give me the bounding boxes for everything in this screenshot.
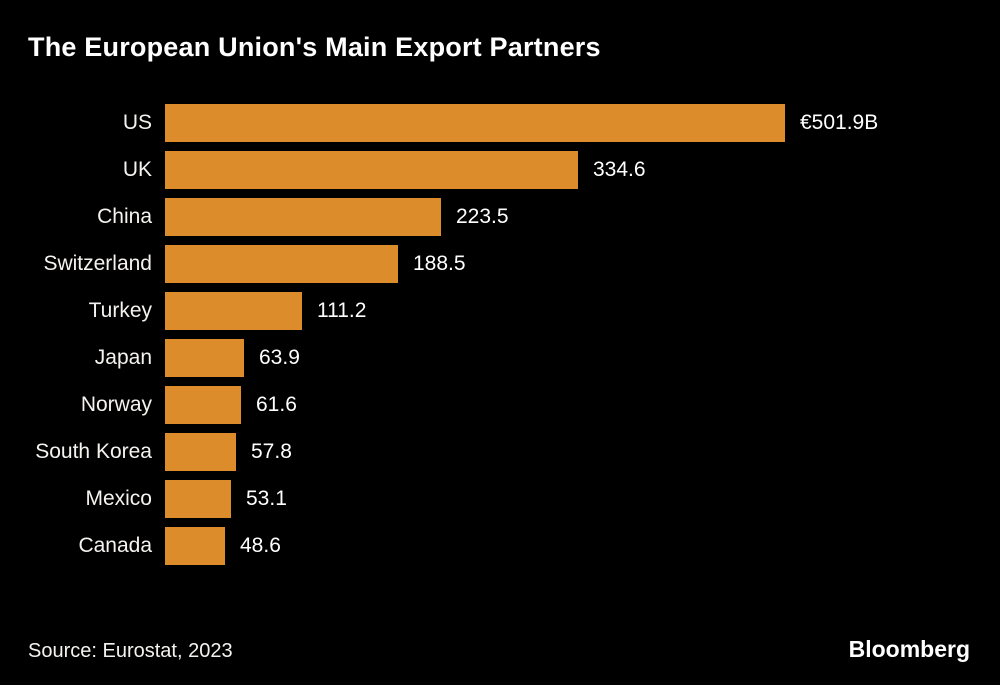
chart-row: US €501.9B — [0, 104, 1000, 142]
bar-japan — [165, 339, 244, 377]
bar-canada — [165, 527, 225, 565]
bar-us — [165, 104, 785, 142]
category-label: Japan — [94, 346, 152, 369]
bar-track: 334.6 — [165, 151, 1000, 189]
category-label: US — [122, 111, 152, 134]
value-label: 223.5 — [456, 205, 509, 228]
category-label: Switzerland — [43, 252, 152, 275]
chart-row: Switzerland 188.5 — [0, 245, 1000, 283]
value-label: 188.5 — [413, 252, 466, 275]
value-label: 111.2 — [317, 299, 367, 322]
chart-row: Turkey 111.2 — [0, 292, 1000, 330]
chart-row: South Korea 57.8 — [0, 433, 1000, 471]
category-label: Turkey — [88, 299, 152, 322]
chart-row: China 223.5 — [0, 198, 1000, 236]
chart-title: The European Union's Main Export Partner… — [28, 32, 601, 62]
bar-track: 53.1 — [165, 480, 1000, 518]
chart-row: Japan 63.9 — [0, 339, 1000, 377]
bloomberg-logo: Bloomberg — [848, 636, 970, 662]
bar-track: €501.9B — [165, 104, 1000, 142]
bar-chart: US €501.9B UK 334.6 China 223.5 Switzerland 188… — [0, 104, 1000, 574]
value-label: 53.1 — [246, 487, 287, 510]
value-label: 63.9 — [259, 346, 300, 369]
category-label: Norway — [80, 393, 152, 416]
bar-track: 57.8 — [165, 433, 1000, 471]
category-label: Canada — [78, 534, 152, 557]
bar-turkey — [165, 292, 302, 330]
bar-track: 111.2 — [165, 292, 1000, 330]
bar-track: 188.5 — [165, 245, 1000, 283]
bar-south-korea — [165, 433, 236, 471]
chart-row: UK 334.6 — [0, 151, 1000, 189]
bar-china — [165, 198, 441, 236]
category-label: China — [97, 205, 152, 228]
bar-switzerland — [165, 245, 398, 283]
category-label: UK — [122, 158, 152, 181]
bar-uk — [165, 151, 578, 189]
chart-row: Norway 61.6 — [0, 386, 1000, 424]
value-label: 48.6 — [240, 534, 281, 557]
chart-row: Mexico 53.1 — [0, 480, 1000, 518]
value-label: €501.9B — [800, 111, 879, 134]
bar-track: 63.9 — [165, 339, 1000, 377]
category-label: Mexico — [85, 487, 152, 510]
category-label: South Korea — [35, 440, 152, 463]
value-label: 334.6 — [593, 158, 646, 181]
bar-mexico — [165, 480, 231, 518]
bar-track: 223.5 — [165, 198, 1000, 236]
chart-row: Canada 48.6 — [0, 527, 1000, 565]
source-note: Source: Eurostat, 2023 — [28, 640, 233, 662]
bar-track: 48.6 — [165, 527, 1000, 565]
value-label: 57.8 — [251, 440, 292, 463]
bar-track: 61.6 — [165, 386, 1000, 424]
value-label: 61.6 — [256, 393, 297, 416]
bar-norway — [165, 386, 241, 424]
